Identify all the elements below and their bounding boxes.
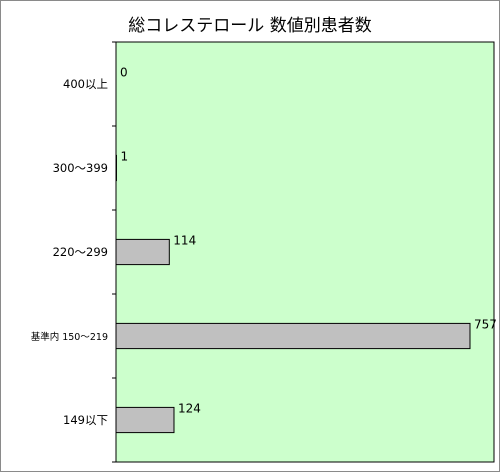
bar (115, 406, 175, 434)
plot-area (115, 41, 495, 463)
category-labels: 400以上 300～399 220～299 基準内 150～219 149以下 (31, 77, 108, 427)
category-label: 220～299 (53, 245, 108, 259)
chart-title: 総コレステロール 数値別患者数 (128, 16, 371, 36)
bar (115, 238, 170, 266)
value-label: 114 (173, 233, 196, 247)
category-label: 300～399 (53, 161, 108, 175)
bars-group (115, 154, 471, 434)
bar (115, 322, 471, 350)
category-label: 400以上 (63, 77, 108, 91)
value-labels: 0 1 114 757 124 (120, 65, 497, 415)
value-label: 757 (474, 317, 497, 331)
value-label: 0 (120, 65, 128, 79)
value-label: 1 (120, 149, 128, 163)
category-label: 基準内 150～219 (31, 331, 108, 343)
category-label: 149以下 (63, 413, 108, 427)
value-label: 124 (178, 401, 201, 415)
y-axis-ticks (112, 41, 116, 463)
